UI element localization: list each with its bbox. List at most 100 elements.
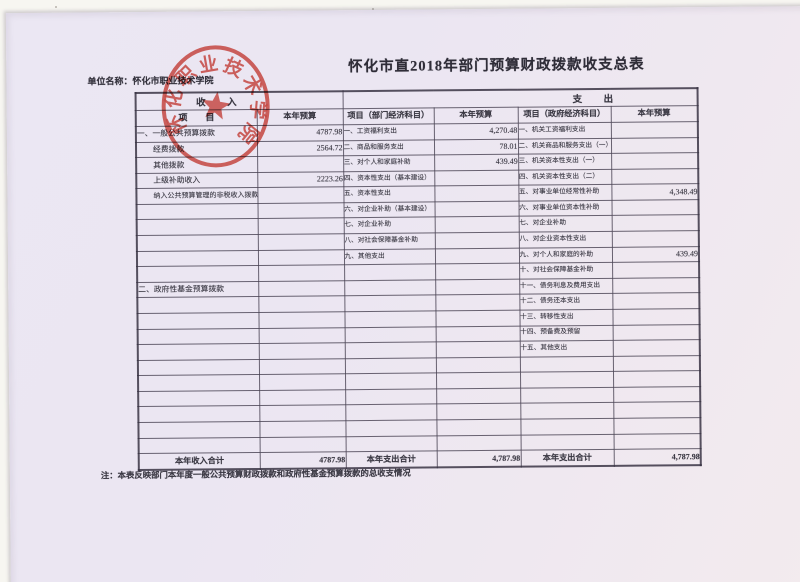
- dept-expense-value-cell: [434, 169, 519, 187]
- income-value-cell: [258, 342, 345, 360]
- dept-expense-item-cell: 七、对企业补助: [343, 217, 435, 234]
- dept-expense-item-cell: [345, 419, 437, 437]
- seal-ring: [161, 45, 270, 168]
- stamp-char: 业: [197, 52, 220, 77]
- gov-expense-value-cell: [611, 152, 699, 170]
- gov-expense-value-cell: 4,348.49: [611, 183, 699, 201]
- dept-expense-value-cell: [436, 434, 521, 452]
- dept-expense-item-cell: 九、其他支出: [343, 248, 436, 265]
- dept-expense-value-cell: [436, 372, 521, 389]
- income-item-cell: [137, 359, 260, 376]
- totals-row: 本年收入合计 4787.98 本年支出合计 4,787.98 本年支出合计 4,787.9…: [138, 448, 701, 471]
- gov-expense-item-cell: 四、机关资本性支出（二）: [518, 169, 612, 186]
- dept-expense-value-cell: [435, 278, 520, 296]
- income-item-cell: [136, 218, 258, 236]
- dept-expense-item-cell: [345, 373, 437, 390]
- gov-expense-item-cell: 八、对企业资本性支出: [518, 231, 612, 248]
- dept-expense-value-cell: [435, 341, 520, 358]
- dept-expense-item-cell: 八、对社会保障基金补助: [343, 232, 435, 250]
- income-item-cell: [138, 374, 260, 392]
- gov-expense-item-cell: 九、对个人和家庭的补助: [518, 247, 613, 264]
- dept-expense-item-cell: [344, 342, 436, 359]
- income-item-cell: [138, 421, 260, 439]
- gov-expense-item-cell: [520, 418, 614, 435]
- column-header: 项目（政府经济科目）: [517, 106, 611, 124]
- gov-expense-item-cell: [520, 387, 614, 404]
- dept-expense-value-cell: [434, 216, 519, 233]
- gov-expense-item-cell: 十三、转移性支出: [519, 309, 613, 326]
- gov-expense-value-cell: [611, 230, 699, 248]
- gov-expense-item-cell: 十一、债务利息及费用支出: [519, 278, 613, 295]
- dept-expense-item-cell: 一、工资福利支出: [342, 123, 434, 141]
- dept-expense-value-cell: [436, 419, 521, 436]
- income-value-cell: [257, 218, 344, 235]
- income-item-cell: 二、政府性基金预算拨款: [137, 281, 259, 298]
- page-title: 怀化市直2018年部门预算财政拨款收支总表: [348, 56, 645, 76]
- dept-expense-value-cell: [435, 356, 521, 374]
- gov-expense-value-cell: [610, 121, 698, 138]
- gov-expense-item-cell: 一、机关工资福利支出: [517, 122, 611, 139]
- dept-expense-value-cell: [435, 310, 520, 327]
- income-value-cell: [257, 187, 344, 204]
- income-value-cell: [258, 311, 345, 328]
- income-value-cell: [258, 280, 345, 297]
- dept-expense-value-cell: [436, 403, 521, 420]
- gov-expense-value-cell: [611, 168, 699, 185]
- income-item-cell: [138, 437, 260, 454]
- gov-expense-value-cell: [612, 324, 700, 341]
- stamp-char: 化: [161, 87, 187, 110]
- gov-expense-value-cell: [612, 355, 701, 372]
- dept-expense-value-cell: 4,270.48: [433, 123, 518, 140]
- stamp-char: 怀: [163, 111, 192, 138]
- gov-expense-value-cell: [613, 433, 701, 450]
- income-item-cell: [137, 312, 259, 330]
- income-item-cell: [136, 250, 259, 267]
- dept-expense-item-cell: [344, 326, 436, 343]
- gov-expense-item-cell: [520, 433, 614, 451]
- gov-expense-value-cell: [613, 402, 701, 419]
- gov-expense-value-cell: [612, 261, 700, 279]
- gov-expense-item-cell: 十四、预备费及预留: [519, 324, 613, 342]
- gov-expense-item-cell: [519, 356, 614, 373]
- gov-expense-item-cell: 十二、债务还本支出: [519, 293, 613, 311]
- gov-expense-item-cell: 五、对事业单位经常性补助: [518, 184, 612, 202]
- dept-expense-item-cell: [344, 357, 437, 374]
- income-value-cell: [259, 373, 346, 391]
- income-item-cell: [137, 327, 259, 345]
- dept-expense-item-cell: 五、资本性支出: [343, 186, 435, 203]
- gov-expense-value-cell: [612, 277, 700, 294]
- total-label-cell: 本年支出合计: [520, 449, 614, 467]
- gov-expense-value-cell: [612, 308, 700, 325]
- income-value-cell: [257, 202, 344, 219]
- stamp-char: 院: [234, 119, 264, 148]
- income-value-cell: [258, 296, 345, 313]
- gov-expense-value-cell: [613, 386, 701, 403]
- income-item-cell: 纳入公共预算管理的非税收入拨款: [136, 187, 258, 205]
- income-value-cell: [258, 358, 346, 375]
- dept-expense-value-cell: [435, 294, 520, 311]
- gov-expense-item-cell: 十、对社会保障基金补助: [519, 262, 613, 279]
- income-item-cell: [137, 343, 259, 361]
- gov-expense-value-cell: [611, 215, 699, 232]
- income-value-cell: [259, 420, 346, 438]
- column-header: 项目（部门经济科目）: [342, 107, 434, 125]
- income-item-cell: [137, 265, 259, 283]
- stamp-char: 学: [246, 99, 270, 120]
- seal-star: [202, 91, 231, 120]
- income-value-cell: [259, 436, 346, 453]
- gov-expense-value-cell: [612, 339, 700, 357]
- income-item-cell: [137, 296, 259, 314]
- dept-expense-item-cell: [345, 435, 437, 452]
- total-value-cell: 4,787.98: [613, 448, 701, 467]
- dept-expense-value-cell: [435, 263, 520, 280]
- gov-expense-value-cell: [610, 137, 699, 154]
- gov-expense-item-cell: 三、机关资本性支出（一）: [518, 153, 612, 170]
- gov-expense-value-cell: [613, 417, 701, 434]
- column-header: 本年预算: [610, 105, 698, 123]
- gov-expense-item-cell: [520, 402, 614, 420]
- gov-expense-item-cell: 七、对企业补助: [518, 215, 612, 233]
- dept-expense-item-cell: [344, 279, 436, 297]
- gov-expense-value-cell: [613, 370, 701, 388]
- gov-expense-item-cell: 十五、其他支出: [519, 340, 613, 357]
